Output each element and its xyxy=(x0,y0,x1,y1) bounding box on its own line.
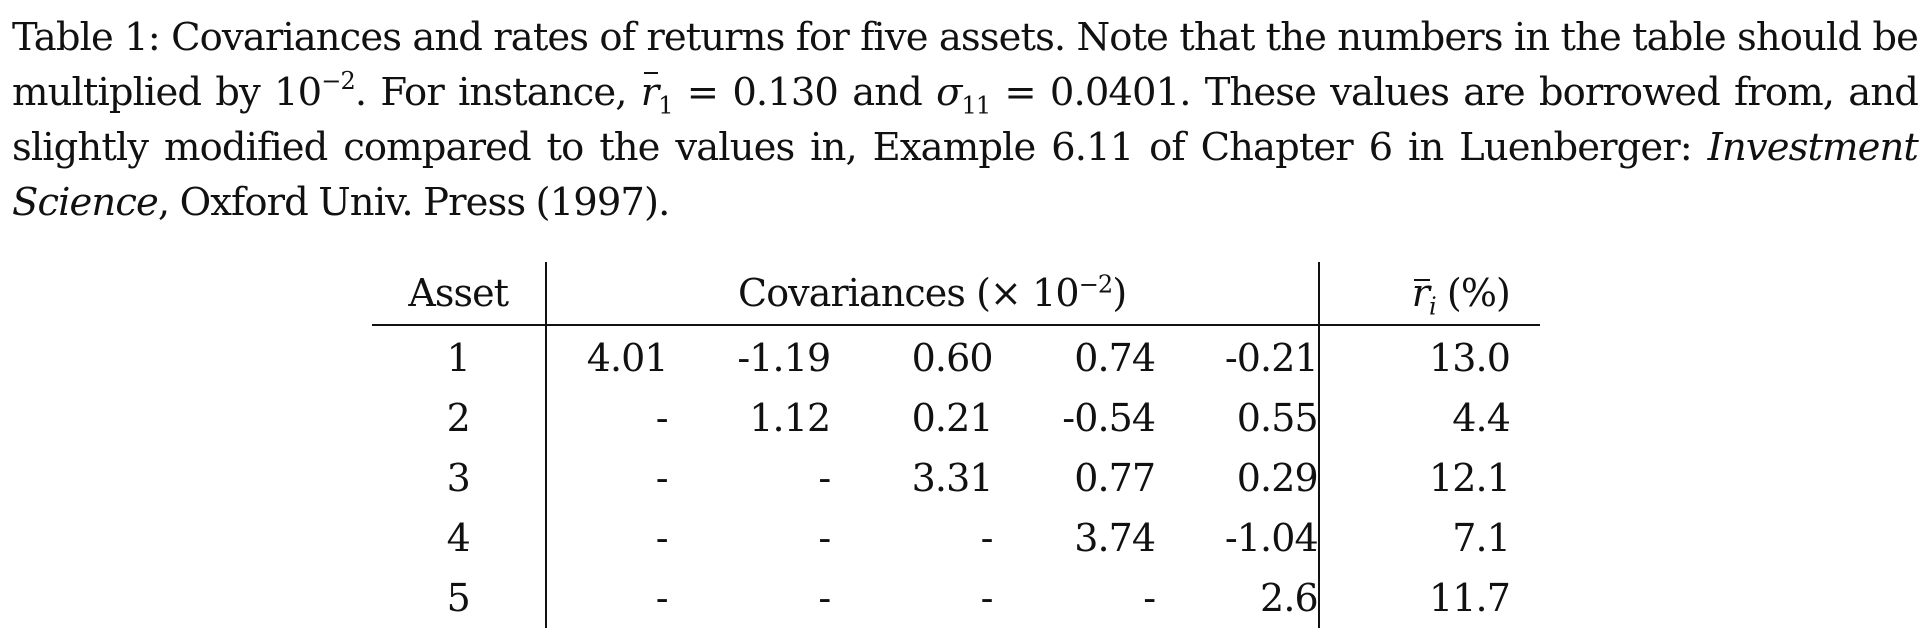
table-header: Asset Covariances (× 10−2) ri (%) xyxy=(372,262,1540,326)
covariance-cell: 0.29 xyxy=(1236,456,1319,500)
header-row: Asset Covariances (× 10−2) ri (%) xyxy=(372,262,1540,326)
return-cell: 12.1 xyxy=(1317,448,1540,508)
covariance-cell: 0.74 xyxy=(1074,336,1156,380)
table-caption: Table 1: Covariances and rates of return… xyxy=(12,10,1919,230)
return-header-suffix: (%) xyxy=(1435,271,1511,315)
caption-text-end: , Oxford Univ. Press (1997). xyxy=(157,180,670,225)
covariances-header-suffix: ) xyxy=(1112,271,1127,315)
caption-book-title: Investment Science xyxy=(12,125,1919,225)
covariance-cell: -1.04 xyxy=(1224,516,1319,560)
return-cell: 11.7 xyxy=(1317,568,1540,628)
return-cell: 7.1 xyxy=(1317,508,1540,568)
covariance-cell: - xyxy=(655,396,669,440)
return-header-subscript: i xyxy=(1428,292,1437,321)
return-header-r-letter: r xyxy=(1411,271,1430,315)
table-row: 3 - - 3.31 0.77 0.29 12.1 xyxy=(372,448,1540,508)
asset-cell: 1 xyxy=(372,325,547,388)
covariance-cell: 0.60 xyxy=(911,336,994,380)
return-header: ri (%) xyxy=(1317,262,1540,326)
covariance-cell: -0.54 xyxy=(1062,396,1156,440)
return-cell: 4.4 xyxy=(1317,388,1540,448)
table-row: 2 - 1.12 0.21 -0.54 0.55 4.4 xyxy=(372,388,1540,448)
covariance-cell: - xyxy=(980,576,994,620)
asset-cell: 4 xyxy=(372,508,547,568)
covariance-cell: 2.6 xyxy=(1260,576,1319,620)
covariance-cell: - xyxy=(655,456,669,500)
return-cell: 13.0 xyxy=(1317,325,1540,388)
covariance-table: Asset Covariances (× 10−2) ri (%) 1 4.01… xyxy=(372,262,1540,628)
return-header-r-bar: r xyxy=(1411,271,1430,315)
caption-equation-2: = 0.0401. These values are borrowed from… xyxy=(12,70,1919,170)
asset-cell: 3 xyxy=(372,448,547,508)
caption-r-bar-symbol: r xyxy=(641,65,659,120)
covariance-cell: 1.12 xyxy=(749,396,831,440)
caption-r-subscript: 1 xyxy=(658,91,673,120)
overline-mark xyxy=(1413,279,1430,281)
covariances-header-prefix: Covariances (× xyxy=(738,271,1033,315)
covariance-cell: - xyxy=(1143,576,1156,620)
covariance-cell: 3.31 xyxy=(911,456,994,500)
caption-r-letter: r xyxy=(640,70,659,115)
table-row: 1 4.01 -1.19 0.60 0.74 -0.21 13.0 xyxy=(372,325,1540,388)
caption-exponent: −2 xyxy=(321,67,355,96)
covariance-cell: 0.21 xyxy=(911,396,994,440)
caption-sigma-subscript: 11 xyxy=(961,91,991,120)
covariance-cell: - xyxy=(655,576,669,620)
covariances-header: Covariances (× 10−2) xyxy=(545,262,1319,326)
overline-mark xyxy=(643,72,658,74)
asset-header: Asset xyxy=(372,262,547,326)
covariance-cell: - xyxy=(818,456,831,500)
asset-cell: 2 xyxy=(372,388,547,448)
covariances-header-base: 10 xyxy=(1032,271,1079,315)
covariance-cell: 4.01 xyxy=(586,336,669,380)
covariance-cell: 0.55 xyxy=(1236,396,1319,440)
covariance-cell: - xyxy=(818,516,831,560)
caption-exponent-base: 10 xyxy=(274,70,322,115)
caption-sigma-symbol: σ xyxy=(936,70,962,115)
covariance-cell: -0.21 xyxy=(1224,336,1319,380)
table-row: 4 - - - 3.74 -1.04 7.1 xyxy=(372,508,1540,568)
covariance-cell: - xyxy=(980,516,994,560)
caption-text-intro: Covariances and rates of returns for fiv… xyxy=(12,15,1919,115)
covariance-cell: 3.74 xyxy=(1074,516,1156,560)
covariance-cell: - xyxy=(655,516,669,560)
caption-label: Table 1: xyxy=(12,15,161,60)
covariance-cell: - xyxy=(818,576,831,620)
asset-cell: 5 xyxy=(372,568,547,628)
covariance-cell: -1.19 xyxy=(737,336,831,380)
covariance-cell: 0.77 xyxy=(1074,456,1156,500)
caption-equation-1: = 0.130 and xyxy=(672,70,937,115)
covariance-table-wrapper: Asset Covariances (× 10−2) ri (%) 1 4.01… xyxy=(372,262,1540,628)
table-row: 5 - - - - 2.6 11.7 xyxy=(372,568,1540,628)
covariances-header-exponent: −2 xyxy=(1078,270,1113,299)
caption-text-instance: . For instance, xyxy=(354,70,641,115)
table-body: 1 4.01 -1.19 0.60 0.74 -0.21 13.0 2 - 1.… xyxy=(372,325,1540,628)
